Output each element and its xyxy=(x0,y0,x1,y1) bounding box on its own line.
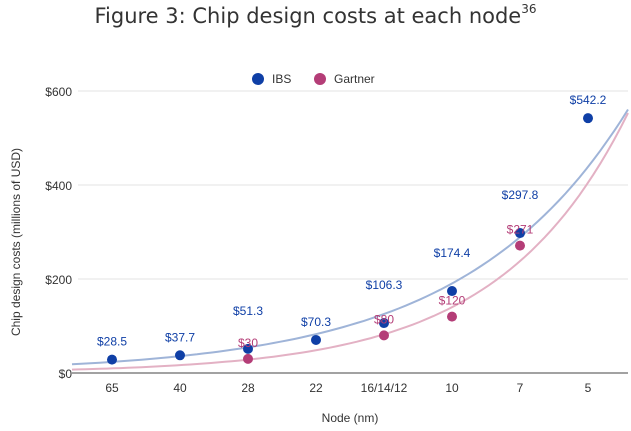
data-label-gartner: $271 xyxy=(507,223,534,237)
label-layer: $28.5 $37.7 $51.3 $70.3 $106.3 $174.4 $297.8 $5… xyxy=(97,93,607,350)
data-label-ibs: $51.3 xyxy=(233,304,263,318)
x-tick-label: 5 xyxy=(585,381,592,395)
data-label-ibs: $106.3 xyxy=(366,278,403,292)
x-tick-label: 22 xyxy=(309,381,323,395)
data-label-ibs: $70.3 xyxy=(301,315,331,329)
data-point-gartner xyxy=(379,330,389,341)
x-tick-label: 40 xyxy=(173,381,187,395)
data-label-ibs: $174.4 xyxy=(434,246,471,260)
data-point-ibs xyxy=(311,334,321,345)
legend-layer: IBS Gartner xyxy=(252,72,375,86)
legend-label-ibs: IBS xyxy=(272,72,291,86)
legend-marker-gartner xyxy=(314,73,326,85)
y-tick-label: $200 xyxy=(45,273,72,287)
chart-title: Figure 3: Chip design costs at each node… xyxy=(0,2,631,28)
trendline-ibs xyxy=(71,108,629,366)
data-label-ibs: $28.5 xyxy=(97,335,127,349)
data-label-gartner: $80 xyxy=(374,312,394,326)
x-tick-label: 16/14/12 xyxy=(361,381,408,395)
trendline-gartner xyxy=(71,112,629,371)
legend-label-gartner: Gartner xyxy=(334,72,375,86)
title-footnote: 36 xyxy=(521,2,537,16)
data-point-ibs xyxy=(379,318,389,329)
data-point-gartner xyxy=(447,311,457,322)
axis-layer: $0 $200 $400 $600 65 40 28 22 16/14/12 10 7 5 Node (… xyxy=(9,85,628,425)
data-point-ibs xyxy=(447,286,457,297)
x-tick-label: 7 xyxy=(517,381,524,395)
x-tick-label: 65 xyxy=(105,381,119,395)
data-label-ibs: $37.7 xyxy=(165,330,195,344)
data-label-gartner: $30 xyxy=(238,336,258,350)
data-point-ibs xyxy=(583,113,593,124)
y-tick-label: $0 xyxy=(59,367,73,381)
data-point-gartner xyxy=(243,353,253,364)
chart-title-text: Figure 3: Chip design costs at each node xyxy=(94,4,522,28)
point-layer xyxy=(107,113,593,365)
data-point-ibs xyxy=(243,343,253,354)
y-axis-title: Chip design costs (millions of USD) xyxy=(9,148,23,336)
data-point-gartner xyxy=(515,240,525,251)
trend-layer xyxy=(71,108,629,371)
grid-layer xyxy=(78,90,628,280)
data-label-ibs: $542.2 xyxy=(570,93,607,107)
data-label-gartner: $120 xyxy=(439,294,466,308)
data-point-ibs xyxy=(515,228,525,239)
x-tick-label: 10 xyxy=(445,381,459,395)
y-tick-label: $600 xyxy=(45,85,72,99)
data-point-ibs xyxy=(175,350,185,361)
legend-marker-ibs xyxy=(252,73,264,85)
x-tick-label: 28 xyxy=(241,381,255,395)
x-axis-title: Node (nm) xyxy=(322,411,379,425)
data-point-ibs xyxy=(107,354,117,365)
y-tick-label: $400 xyxy=(45,179,72,193)
data-label-ibs: $297.8 xyxy=(502,188,539,202)
